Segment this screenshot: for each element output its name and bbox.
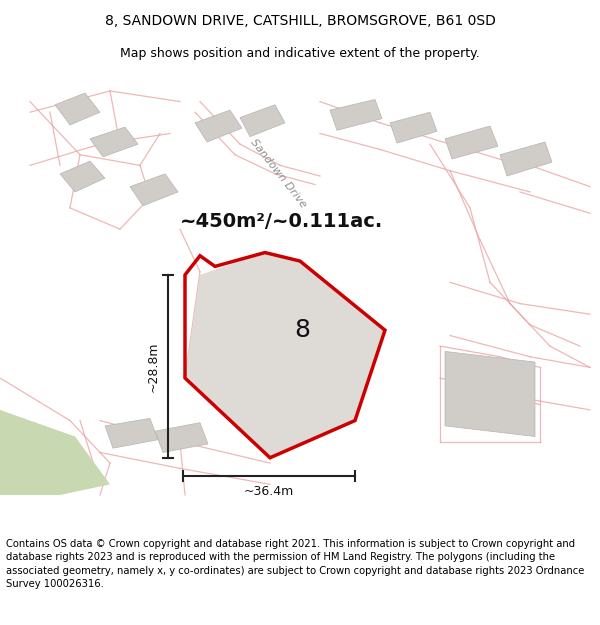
Polygon shape — [330, 99, 382, 130]
Polygon shape — [60, 161, 105, 192]
Text: Sandown Drive: Sandown Drive — [248, 138, 308, 210]
Polygon shape — [105, 418, 158, 448]
Polygon shape — [185, 253, 385, 458]
Text: 8: 8 — [294, 318, 310, 342]
Polygon shape — [445, 351, 535, 436]
Polygon shape — [155, 422, 208, 452]
Polygon shape — [55, 93, 100, 125]
Polygon shape — [90, 127, 138, 157]
Polygon shape — [0, 410, 110, 495]
Polygon shape — [390, 112, 437, 143]
Polygon shape — [500, 142, 552, 176]
Polygon shape — [240, 105, 285, 137]
Text: ~450m²/~0.111ac.: ~450m²/~0.111ac. — [181, 213, 383, 231]
Polygon shape — [445, 126, 498, 159]
Text: Contains OS data © Crown copyright and database right 2021. This information is : Contains OS data © Crown copyright and d… — [6, 539, 584, 589]
Text: ~36.4m: ~36.4m — [244, 485, 294, 498]
Polygon shape — [130, 174, 178, 206]
Polygon shape — [195, 110, 242, 142]
Text: 8, SANDOWN DRIVE, CATSHILL, BROMSGROVE, B61 0SD: 8, SANDOWN DRIVE, CATSHILL, BROMSGROVE, … — [104, 14, 496, 28]
Text: Map shows position and indicative extent of the property.: Map shows position and indicative extent… — [120, 48, 480, 61]
Text: ~28.8m: ~28.8m — [146, 341, 160, 392]
